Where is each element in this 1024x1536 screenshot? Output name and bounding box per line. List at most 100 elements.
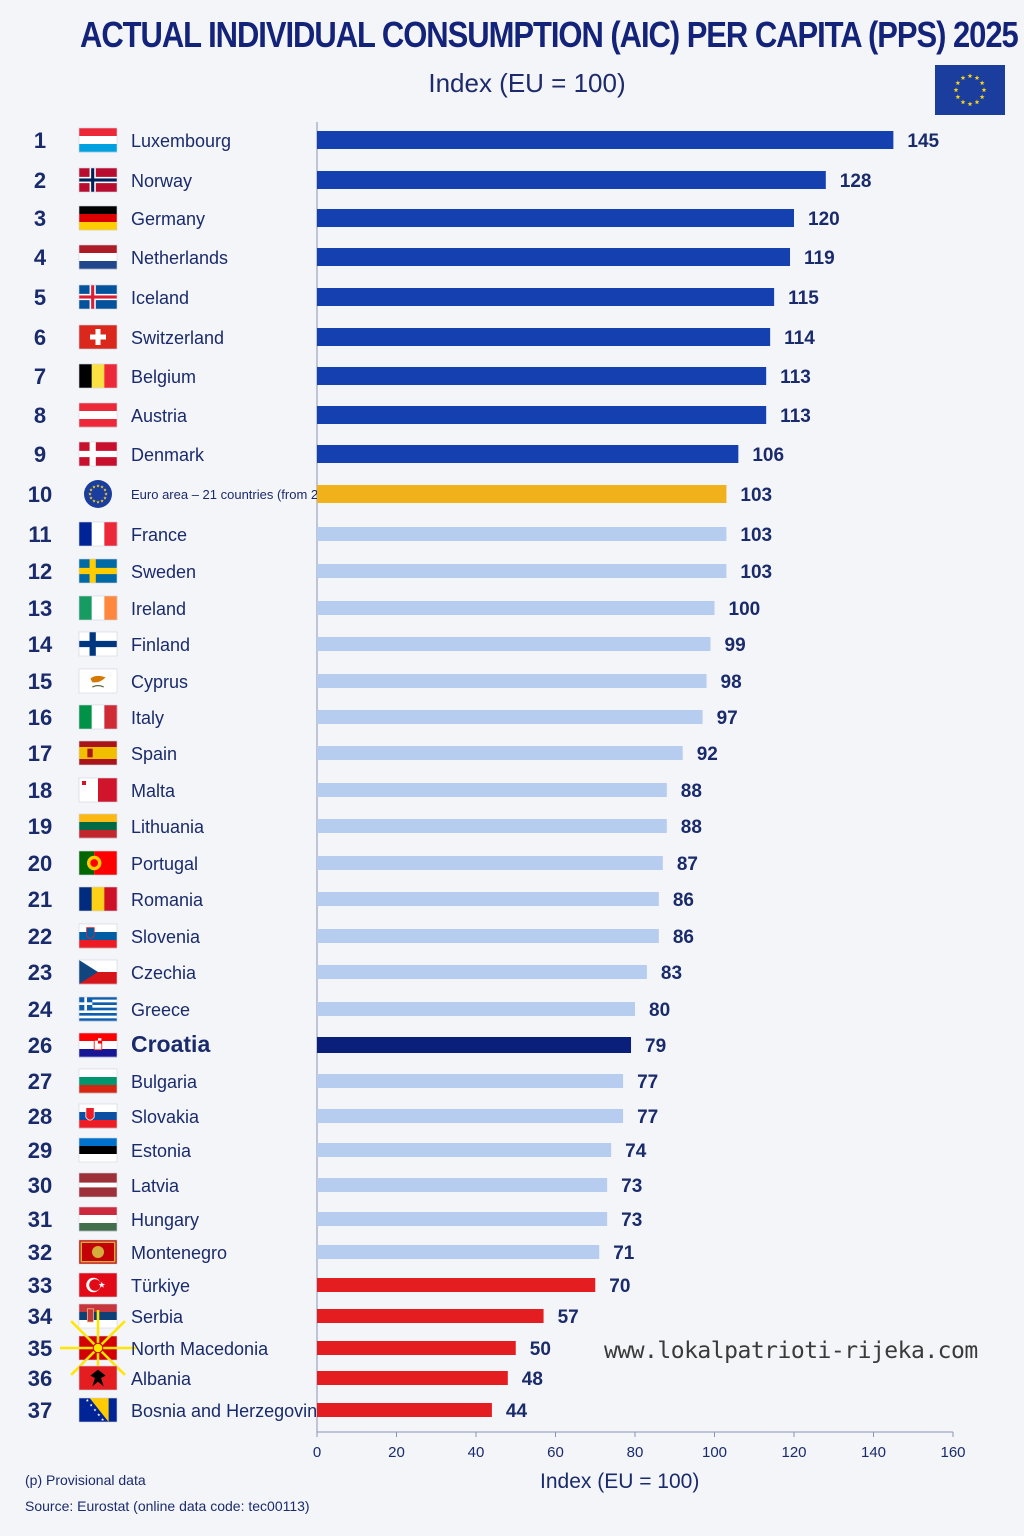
country-label: Montenegro: [131, 1243, 227, 1263]
chart-row: 9 Denmark 106: [34, 441, 784, 467]
value-label: 87: [677, 854, 698, 875]
country-label: Austria: [131, 406, 188, 426]
chart-row: 26 Croatia 79: [28, 1031, 666, 1058]
country-label: France: [131, 525, 187, 545]
bar: [317, 892, 659, 906]
value-label: 103: [740, 525, 772, 546]
x-axis-label: Index (EU = 100): [540, 1470, 700, 1493]
bar: [317, 746, 683, 760]
sweden-flag-icon: [78, 558, 118, 584]
chart-row: 30 Latvia 73: [28, 1172, 642, 1198]
rank-label: 14: [28, 632, 53, 657]
country-label: Netherlands: [131, 248, 228, 268]
value-label: 113: [780, 367, 811, 388]
chart-row: 36 Albania 48: [28, 1365, 543, 1391]
chart-row: 14 Finland 99: [28, 631, 746, 657]
country-label: Iceland: [131, 288, 189, 308]
rank-label: 18: [28, 778, 52, 803]
chart-row: 20 Portugal 87: [28, 850, 698, 876]
netherlands-flag-icon: [78, 244, 118, 270]
chart-row: 29 Estonia 74: [28, 1137, 647, 1163]
value-label: 103: [740, 562, 772, 583]
france-flag-icon: [78, 521, 118, 547]
lithuania-flag-icon: [78, 813, 118, 839]
turkiye-flag-icon: [78, 1272, 118, 1298]
country-label: Latvia: [131, 1176, 180, 1196]
chart-row: 33 Türkiye 70: [28, 1272, 630, 1298]
bar: [317, 1143, 612, 1157]
chart-row: 23 Czechia 83: [28, 959, 682, 985]
country-label: Slovenia: [131, 927, 201, 947]
chart-row: 4 Netherlands 119: [34, 244, 835, 270]
bar: [317, 1037, 632, 1053]
switzerland-flag-icon: [78, 324, 118, 350]
rank-label: 16: [28, 705, 52, 730]
slovenia-flag-icon: [78, 923, 118, 949]
country-label: Serbia: [131, 1307, 184, 1327]
luxembourg-flag-icon: [78, 127, 118, 153]
rank-label: 12: [28, 559, 52, 584]
bar: [317, 564, 727, 578]
chart-row: 17 Spain 92: [28, 740, 718, 766]
hungary-flag-icon: [78, 1206, 118, 1232]
chart-row: 32 Montenegro 71: [28, 1239, 635, 1265]
value-label: 103: [740, 485, 772, 506]
country-label: Bulgaria: [131, 1072, 198, 1092]
rank-label: 4: [34, 245, 47, 270]
country-label: Belgium: [131, 367, 196, 387]
country-label: North Macedonia: [131, 1339, 269, 1359]
chart-row: 6 Switzerland 114: [34, 324, 815, 350]
bar: [317, 367, 767, 385]
country-label: Malta: [131, 781, 176, 801]
chart-row: 37 Bosnia and Herzegovina 44: [28, 1397, 528, 1423]
rank-label: 19: [28, 814, 52, 839]
bar: [317, 248, 791, 266]
rank-label: 2: [34, 168, 46, 193]
footnote: (p) Provisional data: [25, 1472, 146, 1488]
ireland-flag-icon: [78, 595, 118, 621]
country-label: Denmark: [131, 445, 205, 465]
value-label: 48: [522, 1369, 543, 1390]
country-label: Portugal: [131, 854, 198, 874]
chart-subtitle: Index (EU = 100): [428, 68, 626, 98]
x-tick-label: 120: [781, 1444, 806, 1461]
value-label: 86: [673, 890, 694, 911]
bar: [317, 1245, 600, 1259]
bar: [317, 1309, 544, 1323]
portugal-flag-icon: [78, 850, 118, 876]
bar: [317, 929, 659, 943]
rank-label: 33: [28, 1273, 52, 1298]
x-tick-label: 100: [702, 1444, 727, 1461]
value-label: 86: [673, 927, 694, 948]
value-label: 71: [613, 1243, 635, 1264]
spain-flag-icon: [78, 740, 118, 766]
x-tick-label: 80: [627, 1444, 644, 1461]
rank-label: 27: [28, 1069, 52, 1094]
value-label: 57: [558, 1307, 579, 1328]
chart-row: 5 Iceland 115: [34, 284, 819, 310]
slovakia-flag-icon: [78, 1103, 118, 1129]
bar: [317, 1341, 516, 1355]
country-label: Italy: [131, 708, 164, 728]
greece-flag-icon: [78, 996, 118, 1022]
rank-label: 28: [28, 1104, 52, 1129]
bar: [317, 965, 647, 979]
bar: [317, 1371, 508, 1385]
value-label: 120: [808, 209, 840, 230]
rank-label: 29: [28, 1138, 52, 1163]
value-label: 98: [721, 672, 742, 693]
rank-label: 26: [28, 1033, 52, 1058]
bar: [317, 710, 703, 724]
value-label: 70: [609, 1276, 630, 1297]
bar: [317, 209, 794, 227]
value-label: 77: [637, 1107, 658, 1128]
country-label: Slovakia: [131, 1107, 200, 1127]
chart-row: 13 Ireland 100: [28, 595, 760, 621]
value-label: 44: [506, 1401, 528, 1422]
rank-label: 15: [28, 669, 52, 694]
rank-label: 20: [28, 851, 52, 876]
x-tick-label: 140: [861, 1444, 886, 1461]
rank-label: 6: [34, 325, 46, 350]
chart-row: 2 Norway 128: [34, 167, 872, 193]
